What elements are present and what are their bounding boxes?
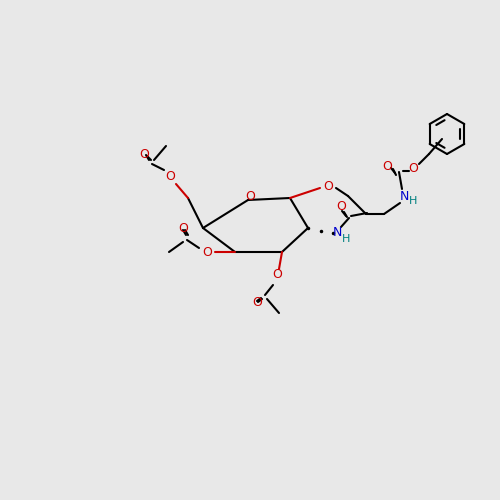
Text: O: O (336, 200, 346, 212)
Text: N: N (400, 190, 408, 203)
Text: H: H (342, 234, 350, 244)
Text: O: O (382, 160, 392, 173)
Text: O: O (165, 170, 175, 182)
Text: N: N (332, 226, 342, 239)
Text: O: O (139, 148, 149, 160)
Text: O: O (272, 268, 282, 281)
Text: O: O (323, 180, 333, 192)
Text: O: O (202, 246, 212, 258)
Text: O: O (252, 296, 262, 310)
Text: O: O (178, 222, 188, 234)
Text: O: O (408, 162, 418, 175)
Text: O: O (245, 190, 255, 202)
Text: H: H (409, 196, 417, 206)
